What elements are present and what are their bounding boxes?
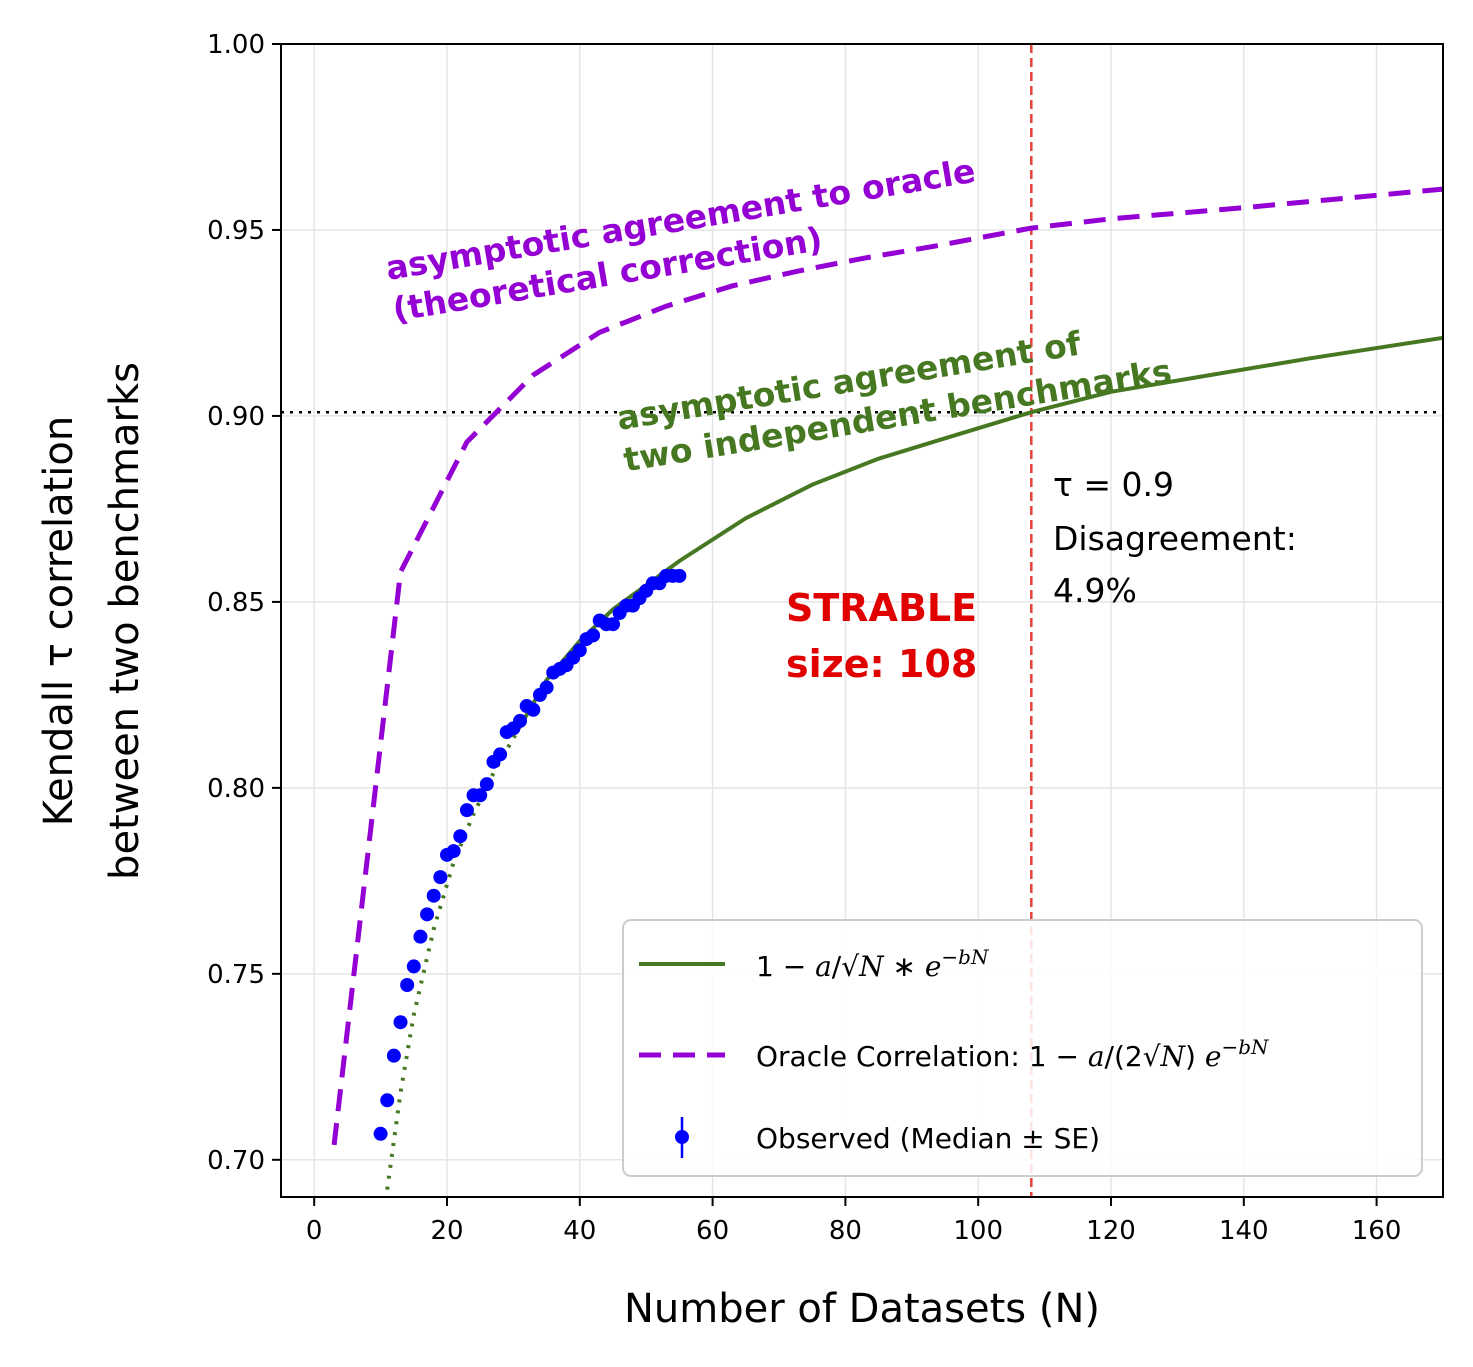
observed-point bbox=[426, 888, 441, 903]
observed-point bbox=[539, 680, 554, 695]
x-tick-label: 80 bbox=[829, 1216, 862, 1246]
observed-point bbox=[459, 803, 474, 818]
strable-annotation: STRABLE size: 108 bbox=[786, 586, 977, 686]
y-tick-label: 0.75 bbox=[207, 960, 265, 990]
y-axis-label-line1: Kendall τ correlation bbox=[36, 416, 82, 826]
legend: 1 − a/√N ∗ e−bN Oracle Correlation: 1 − … bbox=[622, 919, 1423, 1177]
observed-point bbox=[453, 829, 468, 844]
x-tick-label: 40 bbox=[563, 1216, 596, 1246]
observed-point bbox=[606, 617, 620, 632]
observed-point bbox=[380, 1093, 395, 1108]
observed-point bbox=[373, 1126, 388, 1141]
observed-point bbox=[672, 568, 687, 583]
y-axis-label-line2: between two benchmarks bbox=[102, 362, 148, 880]
legend-observed-label: Observed (Median ± SE) bbox=[756, 1122, 1100, 1155]
x-tick-label: 20 bbox=[430, 1216, 463, 1246]
y-tick-label: 0.80 bbox=[207, 774, 265, 804]
oracle-curve bbox=[331, 186, 1443, 1146]
y-tick-label: 0.85 bbox=[207, 588, 265, 618]
observed-point bbox=[586, 628, 601, 643]
axis-ticks: 0 20 40 60 80 100 120 140 160 0.70 0.75 0.80 0.85 0.9… bbox=[207, 30, 1401, 1246]
fit-curve-extrapolated bbox=[385, 725, 522, 1190]
x-tick-label: 0 bbox=[306, 1216, 323, 1246]
y-tick-label: 0.70 bbox=[207, 1146, 265, 1176]
x-tick-label: 120 bbox=[1086, 1216, 1136, 1246]
observed-point bbox=[572, 643, 587, 658]
plot-frame bbox=[280, 43, 1444, 1198]
strable-annotation-line1: STRABLE bbox=[786, 586, 977, 630]
observed-point bbox=[513, 713, 528, 728]
strable-annotation-line2: size: 108 bbox=[786, 642, 977, 686]
tau-annotation-line1: τ = 0.9 bbox=[1053, 465, 1174, 504]
tau-annotation-line2: Disagreement: bbox=[1053, 519, 1297, 558]
observed-point bbox=[446, 844, 461, 859]
oracle-annotation: asymptotic agreement to oracle (theoreti… bbox=[383, 151, 978, 329]
legend-observed-marker bbox=[675, 1130, 689, 1144]
observed-point bbox=[413, 929, 428, 944]
grid-lines bbox=[281, 43, 1443, 1197]
x-tick-label: 100 bbox=[953, 1216, 1003, 1246]
x-tick-label: 140 bbox=[1219, 1216, 1269, 1246]
legend-oracle-label: Oracle Correlation: 1 − a/(2√N) e−bN bbox=[756, 1035, 1270, 1073]
observed-point bbox=[420, 907, 435, 922]
y-tick-label: 0.95 bbox=[207, 216, 265, 246]
legend-box bbox=[622, 919, 1423, 1177]
observed-point bbox=[386, 1048, 401, 1063]
series-layer bbox=[331, 186, 1443, 1190]
y-axis-label: Kendall τ correlation between two benchm… bbox=[36, 362, 148, 880]
y-tick-label: 0.90 bbox=[207, 402, 265, 432]
tau-annotation-line3: 4.9% bbox=[1053, 571, 1137, 610]
observed-point bbox=[393, 1015, 408, 1030]
tau-annotation: τ = 0.9 Disagreement: 4.9% bbox=[1053, 465, 1297, 610]
observed-point bbox=[406, 959, 421, 974]
observed-point bbox=[479, 777, 494, 792]
x-axis-label: Number of Datasets (N) bbox=[624, 1286, 1100, 1332]
observed-point bbox=[433, 870, 448, 885]
observed-point bbox=[400, 977, 415, 992]
x-tick-label: 160 bbox=[1352, 1216, 1402, 1246]
observed-point bbox=[473, 788, 488, 803]
observed-point bbox=[493, 747, 508, 762]
x-tick-label: 60 bbox=[696, 1216, 729, 1246]
observed-point bbox=[526, 702, 541, 717]
y-tick-label: 1.00 bbox=[207, 30, 265, 60]
legend-fit-label: 1 − a/√N ∗ e−bN bbox=[756, 945, 990, 983]
